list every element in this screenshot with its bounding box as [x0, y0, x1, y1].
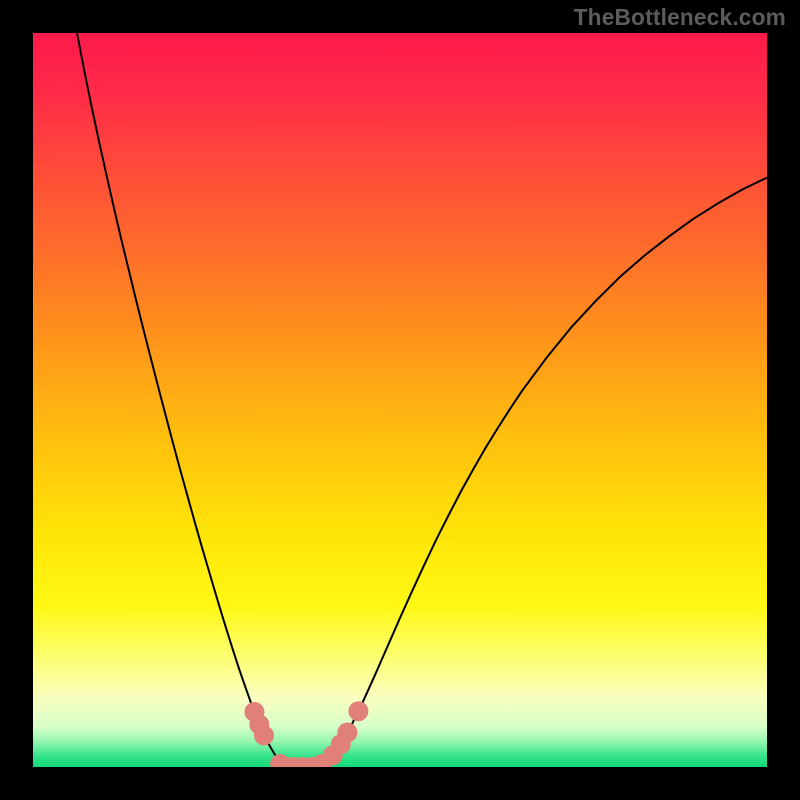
chart-svg — [0, 0, 800, 800]
marker-point — [254, 725, 274, 745]
watermark-text: TheBottleneck.com — [574, 4, 786, 31]
stage: TheBottleneck.com — [0, 0, 800, 800]
marker-point — [348, 701, 368, 721]
marker-point — [337, 723, 357, 743]
plot-background — [33, 33, 767, 767]
